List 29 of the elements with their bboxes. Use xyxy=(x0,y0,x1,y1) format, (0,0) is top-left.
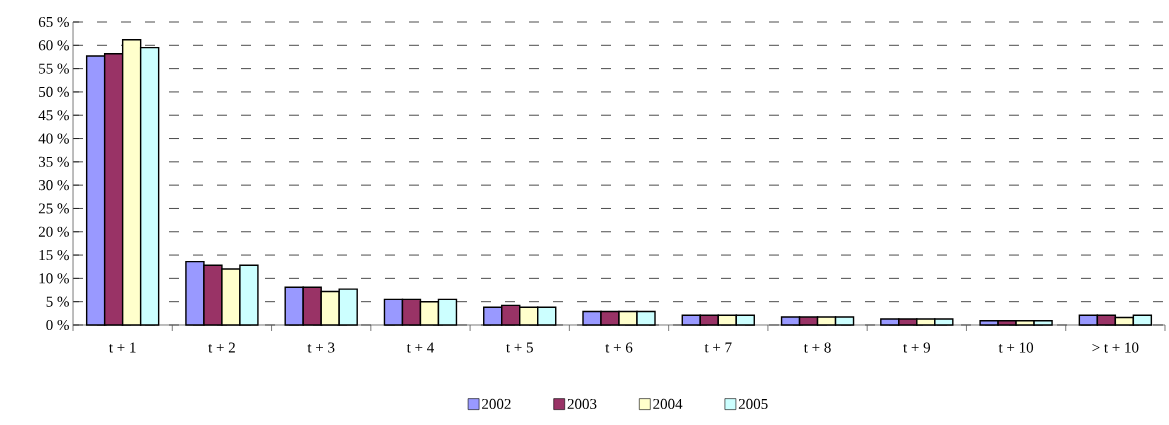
x-tick-label: t + 9 xyxy=(903,342,930,353)
y-tick-label: 30 % xyxy=(38,180,69,191)
y-tick-label: 10 % xyxy=(39,273,69,284)
y-tick-label: 5 % xyxy=(46,296,69,307)
x-tick-label: t + 6 xyxy=(605,342,633,353)
x-tick-label: t + 5 xyxy=(506,342,533,353)
y-tick-label: 65 % xyxy=(38,16,69,28)
y-tick-label: 0 % xyxy=(46,319,69,331)
y-tick-label: 55 % xyxy=(39,63,69,74)
x-tick-label: > t + 10 xyxy=(1092,342,1139,353)
x-tick-label: t + 3 xyxy=(307,342,335,353)
legend-label: 2005 xyxy=(738,398,768,409)
legend-label: 2003 xyxy=(567,398,597,409)
y-tick-label: 20 % xyxy=(38,226,69,237)
y-tick-label: 25 % xyxy=(38,203,69,214)
x-tick-label: t + 7 xyxy=(704,342,732,353)
y-tick-label: 15 % xyxy=(39,249,69,261)
x-tick-label: t + 8 xyxy=(803,342,831,353)
y-tick-label: 35 % xyxy=(38,156,69,167)
y-tick-label: 40 % xyxy=(38,133,69,144)
legend-label: 2002 xyxy=(482,398,511,409)
y-tick-label: 60 % xyxy=(38,40,69,51)
x-tick-label: t + 4 xyxy=(406,342,435,353)
y-tick-label: 50 % xyxy=(39,86,69,98)
x-tick-label: t + 2 xyxy=(208,342,235,353)
x-tick-label: t + 1 xyxy=(108,342,136,353)
x-tick-label: t + 10 xyxy=(998,342,1034,353)
legend-label: 2004 xyxy=(653,398,683,409)
y-tick-label: 45 % xyxy=(38,110,69,121)
